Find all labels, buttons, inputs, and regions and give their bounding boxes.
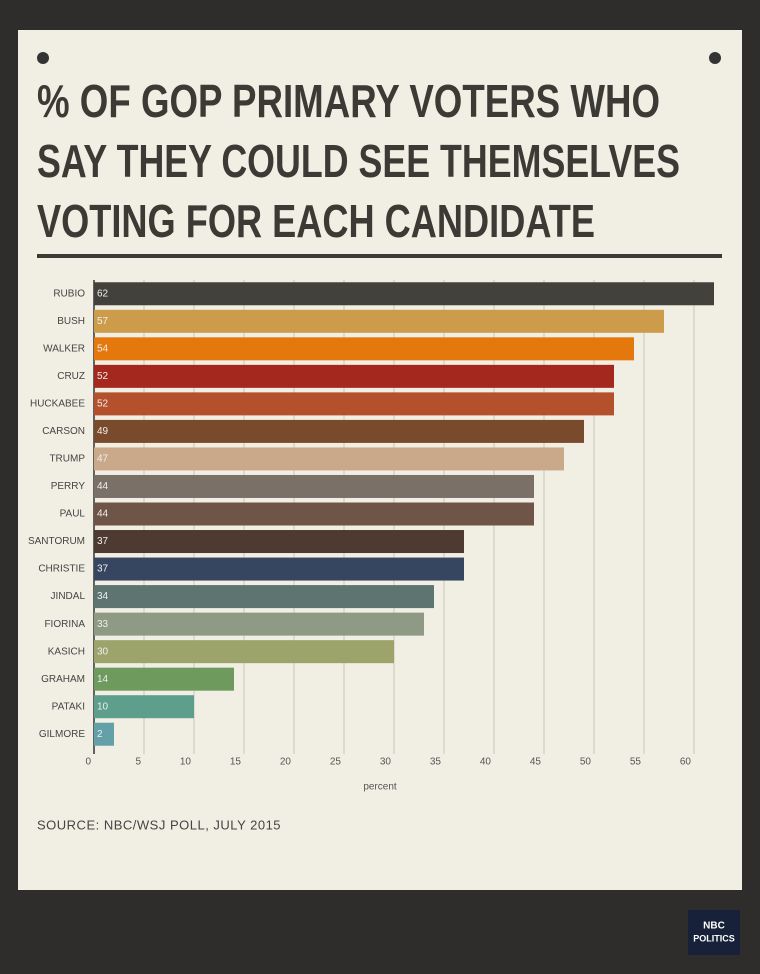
bar: [94, 530, 464, 554]
value-label: 44: [97, 509, 109, 520]
value-label: 49: [97, 426, 109, 437]
chart-title: VOTING FOR EACH CANDIDATE: [37, 195, 595, 247]
x-tick-label: 45: [530, 757, 542, 768]
y-tick-label: GRAHAM: [41, 674, 85, 685]
y-tick-label: FIORINA: [44, 619, 85, 630]
y-tick-label: KASICH: [48, 646, 85, 657]
chart-title: % OF GOP PRIMARY VOTERS WHO: [37, 75, 660, 127]
x-tick-label: 15: [230, 757, 242, 768]
chart-title: SAY THEY COULD SEE THEMSELVES: [37, 135, 680, 187]
logo-text: NBC: [703, 921, 725, 932]
bar: [94, 392, 614, 416]
bar: [94, 282, 714, 306]
x-tick-label: 5: [135, 757, 141, 768]
value-label: 47: [97, 454, 109, 465]
value-label: 57: [97, 316, 109, 327]
x-tick-label: 0: [85, 757, 91, 768]
title-rule: [37, 254, 722, 258]
bar: [94, 667, 234, 691]
value-label: 52: [97, 399, 109, 410]
y-tick-label: JINDAL: [51, 591, 86, 602]
x-tick-label: 30: [380, 757, 392, 768]
bar: [94, 419, 584, 443]
x-tick-label: 35: [430, 757, 442, 768]
value-label: 33: [97, 619, 109, 630]
y-tick-label: CHRISTIE: [38, 564, 85, 575]
bar: [94, 447, 564, 471]
value-label: 14: [97, 674, 109, 685]
y-tick-label: CARSON: [42, 426, 85, 437]
logo-text: POLITICS: [693, 933, 735, 943]
y-tick-label: SANTORUM: [28, 536, 85, 547]
y-tick-label: HUCKABEE: [30, 399, 85, 410]
x-tick-label: 55: [630, 757, 642, 768]
bar: [94, 722, 114, 746]
bar: [94, 502, 534, 526]
value-label: 10: [97, 701, 109, 712]
x-tick-label: 50: [580, 757, 592, 768]
x-axis-label: percent: [363, 782, 397, 793]
value-label: 52: [97, 371, 109, 382]
y-tick-label: PAUL: [60, 509, 86, 520]
value-label: 30: [97, 646, 109, 657]
x-tick-label: 25: [330, 757, 342, 768]
value-label: 62: [97, 288, 109, 299]
x-tick-label: 60: [680, 757, 692, 768]
hole: [709, 52, 721, 64]
bar: [94, 364, 614, 388]
y-tick-label: BUSH: [57, 316, 85, 327]
value-label: 37: [97, 564, 109, 575]
logo: [688, 910, 740, 955]
y-tick-label: WALKER: [43, 343, 85, 354]
bar: [94, 337, 634, 361]
value-label: 54: [97, 343, 109, 354]
bar: [94, 585, 434, 609]
x-tick-label: 10: [180, 757, 192, 768]
bar: [94, 695, 194, 719]
y-tick-label: RUBIO: [53, 288, 85, 299]
value-label: 34: [97, 591, 109, 602]
y-tick-label: CRUZ: [57, 371, 85, 382]
bar: [94, 474, 534, 498]
value-label: 37: [97, 536, 109, 547]
bar: [94, 557, 464, 581]
value-label: 44: [97, 481, 109, 492]
value-label: 2: [97, 729, 103, 740]
source: SOURCE: NBC/WSJ POLL, JULY 2015: [37, 817, 281, 832]
bar: [94, 309, 664, 333]
y-tick-label: PATAKI: [52, 701, 85, 712]
x-tick-label: 40: [480, 757, 492, 768]
bar: [94, 612, 424, 636]
x-tick-label: 20: [280, 757, 292, 768]
y-tick-label: PERRY: [51, 481, 86, 492]
hole: [37, 52, 49, 64]
y-tick-label: GILMORE: [39, 729, 85, 740]
bar: [94, 640, 394, 664]
y-tick-label: TRUMP: [49, 454, 85, 465]
